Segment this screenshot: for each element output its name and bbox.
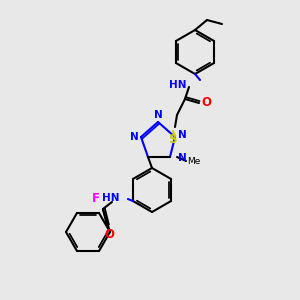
Text: Me: Me <box>187 158 200 166</box>
Text: N: N <box>154 110 162 120</box>
Text: S: S <box>168 133 176 146</box>
Text: N: N <box>130 132 139 142</box>
Text: HN: HN <box>169 80 187 90</box>
Text: HN: HN <box>102 193 120 203</box>
Text: O: O <box>201 97 211 110</box>
Text: N: N <box>178 130 187 140</box>
Text: O: O <box>104 228 114 241</box>
Text: N: N <box>178 153 187 163</box>
Text: F: F <box>92 192 100 205</box>
